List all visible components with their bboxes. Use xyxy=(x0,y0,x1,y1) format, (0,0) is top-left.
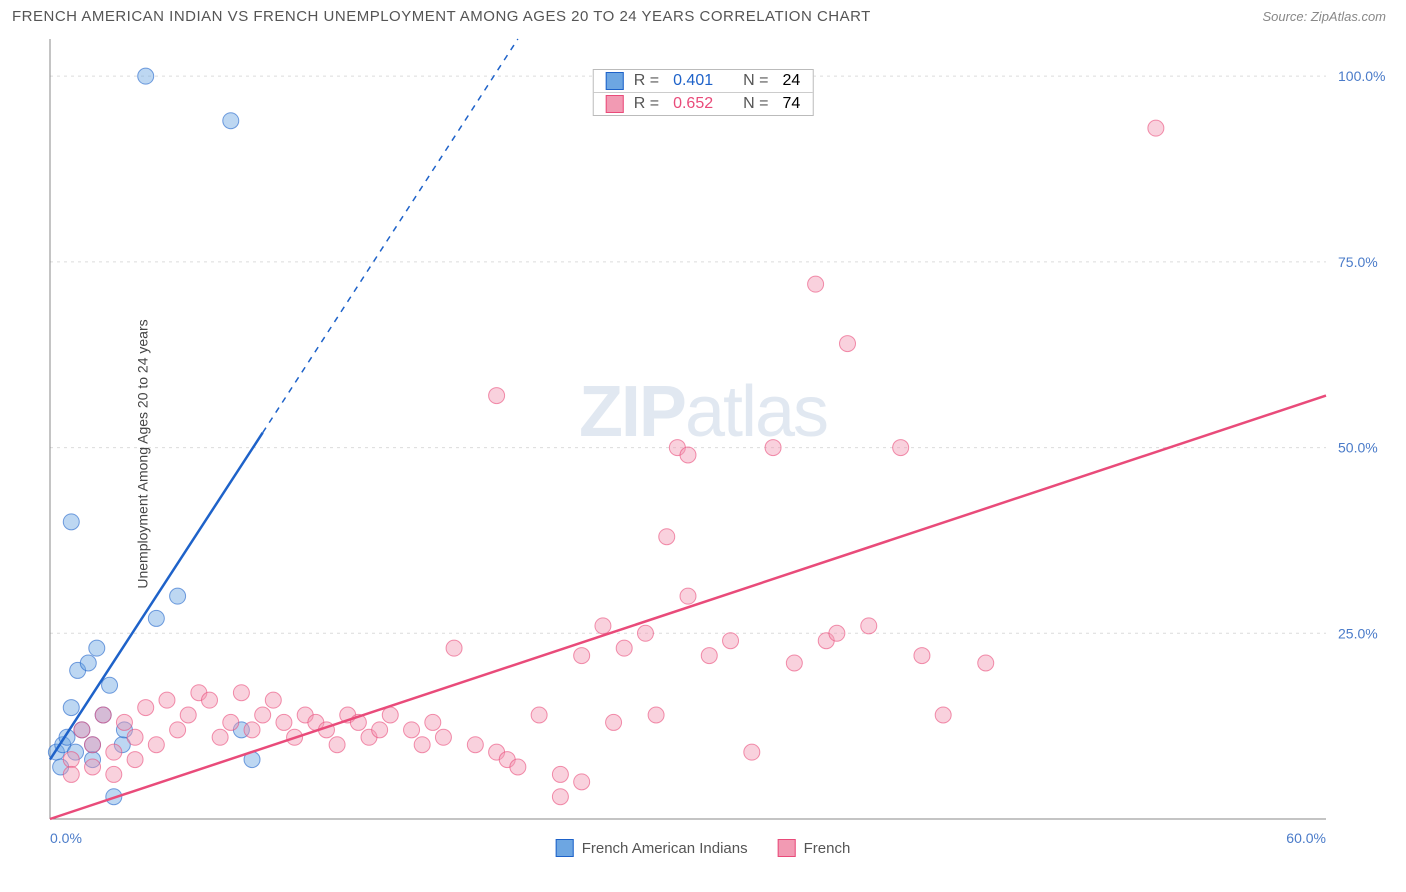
swatch-icon xyxy=(606,72,624,90)
chart-area: Unemployment Among Ages 20 to 24 years Z… xyxy=(0,29,1406,879)
swatch-icon xyxy=(778,839,796,857)
svg-text:50.0%: 50.0% xyxy=(1338,440,1378,456)
source-label: Source: ZipAtlas.com xyxy=(1262,9,1386,24)
stats-legend-box: R = 0.401 N = 24 R = 0.652 N = 74 xyxy=(593,69,814,116)
stats-row: R = 0.401 N = 24 xyxy=(594,70,813,92)
svg-text:60.0%: 60.0% xyxy=(1286,830,1326,846)
svg-text:75.0%: 75.0% xyxy=(1338,254,1378,270)
legend-item: French American Indians xyxy=(556,839,748,857)
svg-text:25.0%: 25.0% xyxy=(1338,625,1378,641)
swatch-icon xyxy=(556,839,574,857)
y-axis-label: Unemployment Among Ages 20 to 24 years xyxy=(135,319,151,588)
chart-title: FRENCH AMERICAN INDIAN VS FRENCH UNEMPLO… xyxy=(12,8,871,25)
bottom-legend: French American Indians French xyxy=(556,839,851,857)
legend-item: French xyxy=(778,839,851,857)
svg-text:100.0%: 100.0% xyxy=(1338,68,1385,84)
scatter-plot-svg: 25.0% 50.0% 75.0% 100.0% 0.0% 60.0% xyxy=(0,29,1406,879)
swatch-icon xyxy=(606,95,624,113)
stats-row: R = 0.652 N = 74 xyxy=(594,92,813,115)
svg-text:0.0%: 0.0% xyxy=(50,830,82,846)
